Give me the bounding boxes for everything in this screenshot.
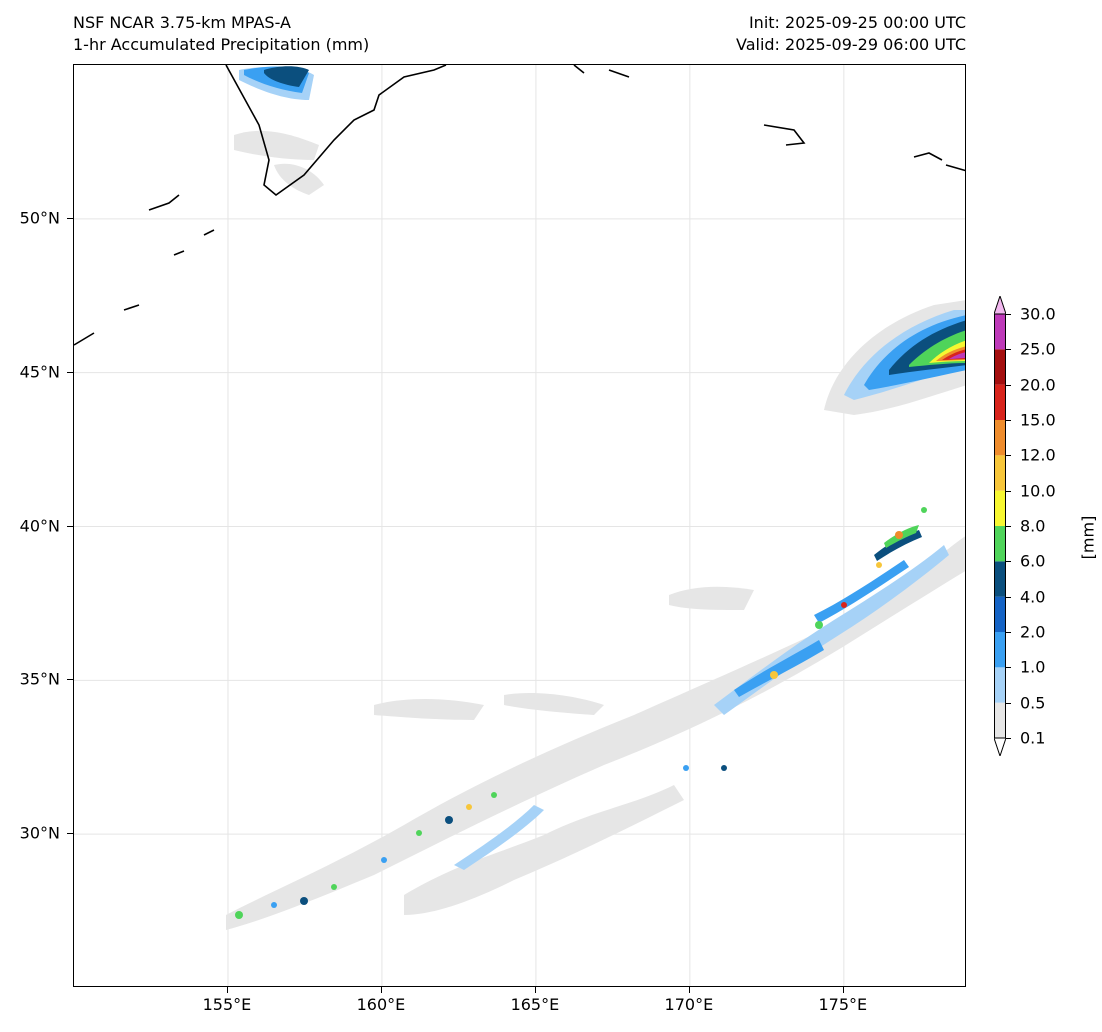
lon-tick — [226, 987, 228, 993]
colorbar-level-label: 25.0 — [1020, 339, 1056, 359]
colorbar-tick — [1006, 526, 1011, 527]
colorbar-level-label: 0.1 — [1020, 728, 1046, 748]
colorbar-level-label: 8.0 — [1020, 516, 1046, 536]
colorbar-tick — [1006, 420, 1011, 421]
colorbar-tick — [1006, 384, 1011, 386]
lon-tick — [380, 987, 382, 993]
colorbar-level-label: 10.0 — [1020, 481, 1056, 501]
colorbar-extend-min — [994, 737, 1006, 756]
coastlines — [74, 65, 965, 346]
map-frame — [73, 64, 966, 987]
colorbar-level-label: 12.0 — [1020, 445, 1056, 465]
title-left: NSF NCAR 3.75-km MPAS-A 1-hr Accumulated… — [73, 12, 369, 56]
colorbar-level-label: 1.0 — [1020, 657, 1046, 677]
colorbar-tick — [1006, 314, 1011, 315]
lat-tick — [67, 679, 73, 681]
precip-map — [74, 65, 965, 986]
colorbar-level-label: 2.0 — [1020, 622, 1046, 642]
colorbar-box — [994, 420, 1006, 456]
colorbar-tick — [1006, 667, 1011, 669]
colorbar-tick — [1006, 596, 1011, 598]
colorbar-level-label: 30.0 — [1020, 304, 1056, 324]
colorbar-box — [994, 349, 1006, 385]
precip-heavy-core — [929, 340, 965, 363]
colorbar-box — [994, 314, 1006, 350]
lon-label: 160°E — [356, 995, 406, 1014]
lat-label: 50°N — [19, 208, 60, 228]
lat-tick — [67, 833, 73, 835]
lat-label: 45°N — [19, 362, 60, 382]
lon-tick — [842, 987, 844, 993]
colorbar-level-label: 0.5 — [1020, 693, 1046, 713]
colorbar-box — [994, 455, 1006, 491]
colorbar-box — [994, 667, 1006, 703]
colorbar-box — [994, 561, 1006, 597]
lon-label: 165°E — [510, 995, 560, 1014]
colorbar-extend-max — [994, 296, 1006, 315]
lat-tick — [67, 371, 73, 373]
colorbar-tick — [1006, 561, 1011, 563]
colorbar-box — [994, 526, 1006, 562]
colorbar-tick — [1006, 738, 1011, 739]
lat-tick — [67, 525, 73, 527]
lon-label: 175°E — [818, 995, 868, 1014]
colorbar-tick — [1006, 490, 1011, 492]
colorbar-box — [994, 384, 1006, 420]
colorbar-tick — [1006, 632, 1011, 633]
lat-label: 35°N — [19, 669, 60, 689]
colorbar-outline — [994, 313, 1006, 739]
colorbar-tick — [1006, 702, 1011, 704]
colorbar-box — [994, 702, 1006, 738]
lat-label: 40°N — [19, 516, 60, 535]
gridlines — [74, 65, 965, 986]
lon-label: 170°E — [664, 995, 714, 1014]
lon-tick — [688, 987, 690, 993]
colorbar-unit: [mm] — [1078, 515, 1098, 560]
colorbar-level-label: 6.0 — [1020, 551, 1046, 571]
precip-cells — [235, 507, 927, 919]
colorbar-box — [994, 596, 1006, 632]
colorbar-level-label: 20.0 — [1020, 375, 1056, 395]
colorbar-box — [994, 490, 1006, 526]
field-title: 1-hr Accumulated Precipitation (mm) — [73, 35, 370, 54]
precip-darkblue-areas — [264, 66, 965, 561]
colorbar-level-label: 4.0 — [1020, 587, 1046, 607]
model-title: NSF NCAR 3.75-km MPAS-A — [73, 13, 291, 32]
colorbar-box — [994, 632, 1006, 668]
lat-label: 30°N — [19, 823, 60, 843]
lon-tick — [534, 987, 536, 993]
title-right: Init: 2025-09-25 00:00 UTC Valid: 2025-0… — [736, 12, 966, 56]
colorbar-tick — [1006, 349, 1011, 351]
precip-light-areas — [226, 130, 965, 930]
colorbar — [994, 296, 1006, 756]
init-time: Init: 2025-09-25 00:00 UTC — [748, 13, 966, 32]
colorbar-level-label: 15.0 — [1020, 410, 1056, 430]
valid-time: Valid: 2025-09-29 06:00 UTC — [735, 35, 966, 54]
lon-label: 155°E — [202, 995, 252, 1014]
lat-tick — [67, 217, 73, 219]
colorbar-tick — [1006, 455, 1011, 457]
